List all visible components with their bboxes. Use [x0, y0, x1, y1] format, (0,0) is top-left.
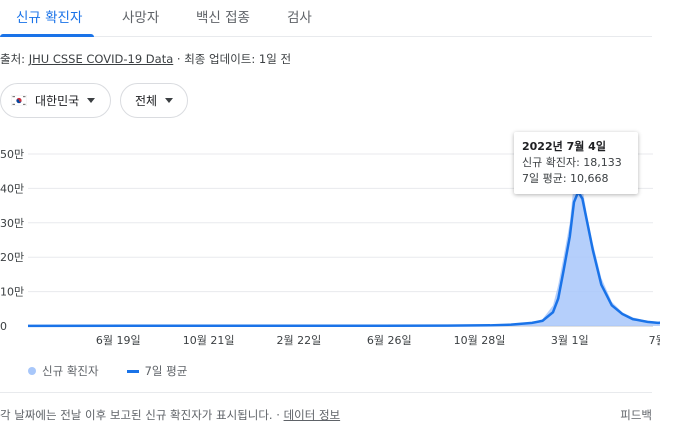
country-dropdown[interactable]: 대한민국 — [0, 83, 111, 118]
tab-deaths[interactable]: 사망자 — [122, 10, 160, 26]
data-info-link[interactable]: 데이터 정보 — [283, 408, 341, 422]
y-tick-label: 20만 — [0, 251, 24, 264]
chart-tooltip: 2022년 7월 4일 신규 확진자: 18,133 7일 평균: 10,668 — [514, 132, 638, 194]
source-link[interactable]: JHU CSSE COVID-19 Data — [28, 52, 174, 66]
metric-tabs: 신규 확진자 사망자 백신 접종 검사 — [0, 0, 652, 37]
x-tick-label: 7월 3일 — [649, 333, 660, 347]
x-tick-label: 6월 19일 — [96, 333, 141, 347]
x-axis-labels: 6월 19일 10월 21일 2월 22일 6월 26일 10월 28일 3월 1일 7월 … — [96, 333, 660, 347]
chevron-down-icon — [165, 98, 174, 103]
source-prefix: 출처: — [0, 52, 29, 66]
footer-divider — [0, 392, 652, 393]
tooltip-date: 2022년 7월 4일 — [522, 140, 606, 153]
source-line: 출처: JHU CSSE COVID-19 Data · 최종 업데이트: 1일… — [0, 51, 291, 67]
y-tick-label: 40만 — [0, 182, 24, 195]
footer-separator: · — [272, 408, 284, 422]
average-legend-swatch — [126, 369, 139, 373]
y-axis-labels: 0 10만 20만 30만 40만 50만 — [0, 148, 24, 333]
y-tick-label: 0 — [0, 320, 7, 333]
x-tick-label: 2월 22일 — [277, 333, 322, 347]
daily-cases-area — [28, 167, 660, 326]
tooltip-cases: 신규 확진자: 18,133 — [522, 156, 622, 169]
tooltip-average: 7일 평균: 10,668 — [522, 172, 609, 185]
y-tick-label: 30만 — [0, 217, 24, 230]
x-tick-label: 10월 21일 — [183, 333, 235, 347]
x-tick-label: 6월 26일 — [367, 333, 412, 347]
footer-text: 각 날짜에는 전날 이후 보고된 신규 확진자가 표시됩니다. — [0, 408, 273, 422]
footer-note: 각 날짜에는 전날 이후 보고된 신규 확진자가 표시됩니다. · 데이터 정보 — [0, 407, 340, 423]
south-korea-flag-icon — [11, 95, 27, 106]
last-updated: · 최종 업데이트: 1일 전 — [173, 52, 292, 66]
chart-legend: 신규 확진자 7일 평균 — [28, 363, 187, 379]
cases-chart[interactable]: 0 10만 20만 30만 40만 50만 6월 19일 10월 21일 2월 22일 6월 2… — [0, 130, 660, 352]
active-tab-indicator — [0, 34, 94, 37]
tab-new-cases[interactable]: 신규 확진자 — [16, 10, 83, 26]
y-tick-label: 10만 — [0, 286, 24, 299]
country-label: 대한민국 — [35, 94, 80, 108]
range-label: 전체 — [135, 94, 158, 108]
tab-vaccinations[interactable]: 백신 접종 — [196, 10, 250, 26]
range-dropdown[interactable]: 전체 — [120, 83, 188, 118]
x-tick-label: 10월 28일 — [454, 333, 506, 347]
x-tick-label: 3월 1일 — [551, 333, 589, 347]
cases-legend-label: 신규 확진자 — [42, 364, 99, 378]
average-legend-label: 7일 평균 — [144, 364, 188, 378]
feedback-link[interactable]: 피드백 — [620, 408, 652, 422]
seven-day-average-line — [27, 189, 660, 328]
chevron-down-icon — [87, 98, 96, 103]
tab-tests[interactable]: 검사 — [287, 10, 312, 26]
y-tick-label: 50만 — [0, 148, 24, 161]
cases-legend-swatch — [28, 367, 36, 375]
